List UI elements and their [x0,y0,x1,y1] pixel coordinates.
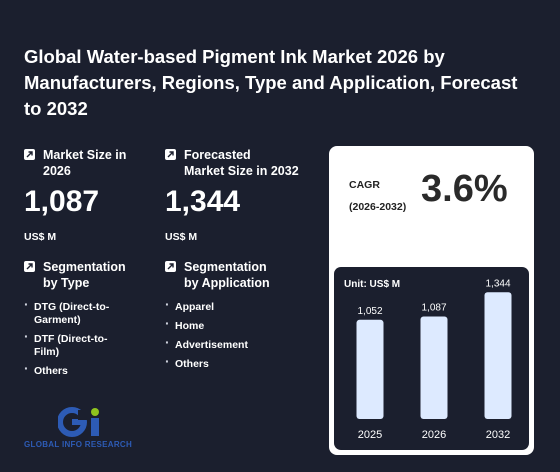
application-list: Apparel Home Advertisement Others [165,298,270,371]
type-list: DTG (Direct-to- Garment) DTF (Direct-to-… [24,298,126,378]
bar-2025 [356,319,384,419]
segmentation-type-block: Segmentation by Type DTG (Direct-to- Gar… [24,259,126,384]
bar-2032 [484,292,512,419]
trend-arrow-icon [165,261,176,272]
bar-chart: Unit: US$ M 1,052 2025 1,087 2026 1,344 2032 [344,278,512,441]
x-tick-label-2025: 2025 [358,429,382,441]
list-item: Apparel [165,298,270,314]
trend-arrow-icon [24,261,35,272]
forecast-size-value: 1,344 [165,185,241,218]
list-item: Others [24,362,126,378]
list-item: Others [165,355,270,371]
page-title: Global Water-based Pigment Ink Market 20… [24,46,518,119]
data-label-2032: 1,344 [485,278,510,289]
forecast-size-2032-block: Forecasted Market Size in 2032 1,344 US$… [165,147,299,243]
segmentation-type-label: Segmentation by Type [43,260,126,290]
x-tick-label-2032: 2032 [486,429,510,441]
bar-chart-panel: Unit: US$ M 1,052 2025 1,087 2026 1,344 2032 [334,267,529,450]
trend-arrow-icon [24,149,35,160]
cagr-card: CAGR (2026-2032) 3.6% Unit: US$ M 1,052 2… [329,146,534,455]
trend-arrow-icon [165,149,176,160]
list-item: DTG (Direct-to- Garment) [24,298,126,327]
bar-2026 [420,316,448,419]
list-item: Advertisement [165,336,270,352]
market-size-value: 1,087 [24,185,100,218]
list-item: DTF (Direct-to- Film) [24,330,126,359]
cagr-label: CAGR (2026-2032) [349,179,407,213]
data-label-2025: 1,052 [357,306,382,317]
market-size-label: Market Size in 2026 [43,148,127,178]
data-label-2026: 1,087 [421,303,446,314]
segmentation-application-label: Segmentation by Application [184,260,270,290]
gi-logo-icon [58,407,99,437]
forecast-size-label: Forecasted Market Size in 2032 [184,148,299,178]
market-size-unit: US$ M [24,231,57,243]
market-size-2026-block: Market Size in 2026 1,087 US$ M [24,147,126,243]
x-tick-label-2026: 2026 [422,429,446,441]
forecast-size-unit: US$ M [165,231,198,243]
list-item: Home [165,317,270,333]
chart-unit-label: Unit: US$ M [344,279,400,290]
company-logo: GLOBAL INFO RESEARCH [24,404,132,449]
cagr-value: 3.6% [421,168,508,210]
segmentation-application-block: Segmentation by Application Apparel Home… [165,259,270,377]
logo-text: GLOBAL INFO RESEARCH [24,440,133,449]
